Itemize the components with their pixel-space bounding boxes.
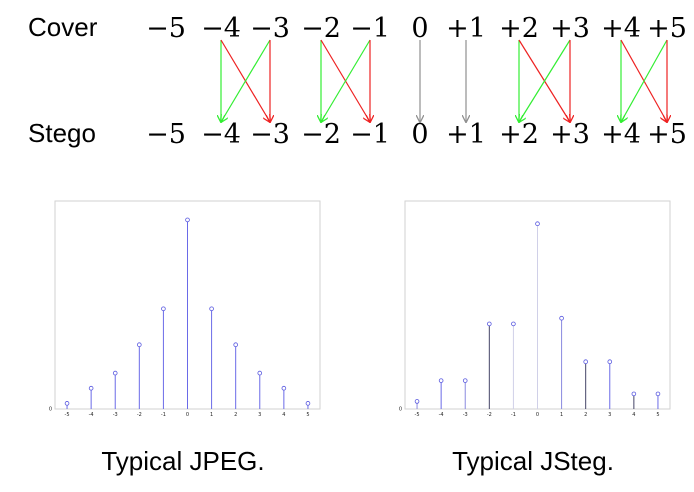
x-tick-label: -3 xyxy=(463,412,468,418)
x-tick-label: 3 xyxy=(608,412,611,418)
cover-value: +1 xyxy=(446,13,486,44)
x-tick-label: 0 xyxy=(536,412,539,418)
stego-value: +1 xyxy=(446,119,486,150)
jsteg-stems: -5 -4 -3 -2 -1 0 1 2 3 4 5 0 xyxy=(399,221,661,418)
jpeg-stems: -5 -4 -3 -2 -1 0 1 2 3 4 5 0 xyxy=(49,217,311,418)
mapping-arrow-to_even xyxy=(621,39,668,122)
y-tick-label: 0 xyxy=(399,407,402,413)
x-tick-label: 4 xyxy=(632,412,635,418)
stego-value: +5 xyxy=(647,119,687,150)
stem-marker xyxy=(535,221,540,226)
stem-marker xyxy=(583,359,588,365)
stem-marker xyxy=(88,385,94,391)
cover-value: 0 xyxy=(411,13,428,44)
mapping-arrows xyxy=(221,39,668,122)
stego-values: −5 −4 −3 −2 −1 0 +1 +2 +3 +4 +5 xyxy=(146,119,687,150)
stem-marker xyxy=(655,391,661,397)
coefficient-mapping: Cover Stego −5 −4 −3 −2 −1 0 +1 +2 +3 +4 +5 −5 −4 −3… xyxy=(28,12,687,150)
stem-marker xyxy=(511,321,516,327)
x-tick-label: -2 xyxy=(487,412,492,418)
x-tick-label: 4 xyxy=(282,412,285,418)
stem-marker xyxy=(137,342,142,348)
mapping-arrow-to_even xyxy=(221,39,271,122)
stego-value: +4 xyxy=(601,119,641,150)
cover-value: +3 xyxy=(550,13,590,44)
x-tick-label: 2 xyxy=(234,412,237,418)
stem-marker xyxy=(257,370,263,376)
x-tick-label: 1 xyxy=(210,412,213,418)
x-tick-label: -5 xyxy=(65,412,70,418)
x-tick-label: -2 xyxy=(137,412,142,418)
stem-marker xyxy=(414,399,420,404)
mapping-arrow-to_even xyxy=(519,39,571,122)
cover-row-label: Cover xyxy=(28,12,98,42)
stem-marker xyxy=(281,385,287,391)
stem-marker xyxy=(487,321,492,327)
stem-marker xyxy=(209,306,214,312)
stem-marker xyxy=(438,378,444,383)
cover-value: +4 xyxy=(601,13,641,44)
x-tick-label: 5 xyxy=(656,412,659,418)
cover-value: +2 xyxy=(499,13,539,44)
cover-value: −3 xyxy=(250,13,290,44)
stem-marker xyxy=(631,391,637,397)
x-tick-label: 5 xyxy=(306,412,309,418)
stem-marker xyxy=(305,401,311,406)
x-tick-label: 0 xyxy=(186,412,189,418)
x-tick-label: -4 xyxy=(89,412,94,418)
cover-value: −1 xyxy=(350,13,390,44)
stego-value: −5 xyxy=(146,119,186,150)
stego-value: +2 xyxy=(499,119,539,150)
x-tick-label: 3 xyxy=(258,412,261,418)
stem-marker xyxy=(607,359,613,365)
stem-marker xyxy=(64,401,70,406)
x-tick-label: -5 xyxy=(415,412,420,418)
y-tick-label: 0 xyxy=(49,407,52,413)
stem-marker xyxy=(462,378,468,383)
x-tick-label: -1 xyxy=(161,412,166,418)
x-tick-label: 1 xyxy=(560,412,563,418)
stem-marker xyxy=(185,217,190,223)
stego-value: +3 xyxy=(550,119,590,150)
stego-value: −3 xyxy=(250,119,290,150)
stego-value: 0 xyxy=(411,119,428,150)
stego-value: −2 xyxy=(301,119,341,150)
x-tick-label: -3 xyxy=(113,412,118,418)
jsteg-histogram: -5 -4 -3 -2 -1 0 1 2 3 4 5 0 Typical JSteg. xyxy=(399,200,671,476)
jpeg-histogram: -5 -4 -3 -2 -1 0 1 2 3 4 5 0 Typical JPEG. xyxy=(49,200,321,476)
stem-marker xyxy=(112,370,118,376)
jsteg-caption: Typical JSteg. xyxy=(452,446,614,476)
x-tick-label: 2 xyxy=(584,412,587,418)
mapping-arrow-to_even xyxy=(321,39,371,122)
stego-value: −1 xyxy=(350,119,390,150)
cover-value: −2 xyxy=(301,13,341,44)
x-tick-label: -1 xyxy=(511,412,516,418)
jpeg-caption: Typical JPEG. xyxy=(101,446,264,476)
stem-marker xyxy=(559,315,564,321)
x-tick-label: -4 xyxy=(439,412,444,418)
stem-marker xyxy=(161,306,166,312)
cover-value: −5 xyxy=(146,13,186,44)
cover-values: −5 −4 −3 −2 −1 0 +1 +2 +3 +4 +5 xyxy=(146,13,687,44)
stego-row-label: Stego xyxy=(28,118,96,148)
stego-value: −4 xyxy=(201,119,241,150)
cover-value: −4 xyxy=(201,13,241,44)
stem-marker xyxy=(233,342,238,348)
cover-value: +5 xyxy=(647,13,687,44)
